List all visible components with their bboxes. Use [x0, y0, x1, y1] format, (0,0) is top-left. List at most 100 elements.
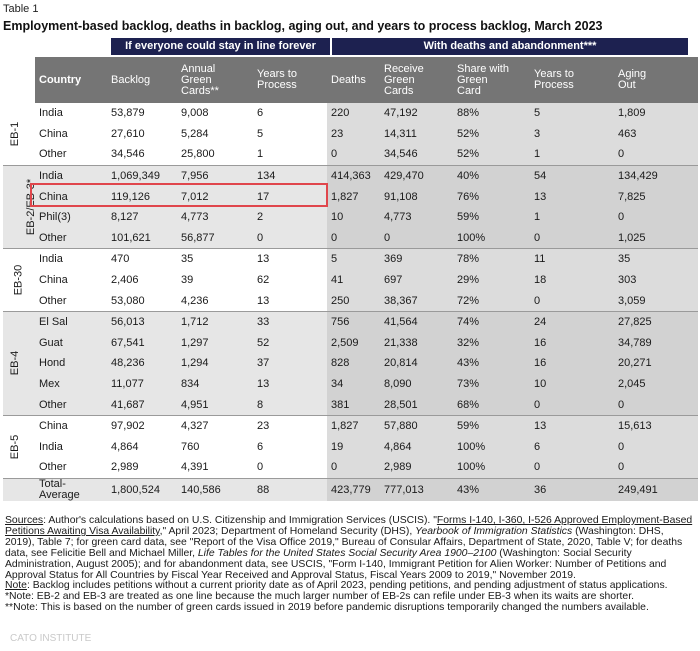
cell-deaths: 34: [327, 373, 380, 395]
category-eb5: EB-5: [3, 414, 35, 479]
category-eb23: EB-2/EB-3*: [3, 164, 35, 249]
cell-years2: 54: [530, 164, 614, 187]
cell-years: 62: [253, 269, 327, 291]
column-header-row: Country Backlog Annual Green Cards** Years…: [3, 57, 698, 103]
col-deaths: Deaths: [327, 57, 380, 103]
cell-country: India: [35, 248, 107, 270]
cell-country: China: [35, 269, 107, 291]
cell-backlog: 41,687: [107, 394, 177, 416]
cell-deaths: 250: [327, 290, 380, 312]
cell-deaths: 828: [327, 353, 380, 374]
total-years2: 36: [530, 477, 614, 501]
cell-share: 76%: [453, 186, 530, 207]
cell-share: 68%: [453, 394, 530, 416]
col-backlog: Backlog: [107, 57, 177, 103]
category-eb30: EB-30: [3, 248, 35, 312]
total-years: 88: [253, 477, 327, 501]
sources-link[interactable]: Forms I-140, I-360, I-526 Approved Emplo…: [5, 515, 693, 537]
cell-years2: 0: [530, 457, 614, 479]
cell-annual: 4,773: [177, 206, 253, 228]
cell-receive: 0: [380, 227, 453, 249]
cell-years: 13: [253, 248, 327, 270]
col-years-to-process: Years to Process: [253, 57, 327, 103]
cell-backlog: 1,069,349: [107, 164, 177, 187]
total-row: Total- Average 1,800,524 140,586 88 423,7…: [3, 477, 698, 501]
cell-country: China: [35, 414, 107, 437]
cell-share: 73%: [453, 373, 530, 395]
col-country: Country: [35, 57, 107, 103]
cell-years2: 16: [530, 332, 614, 354]
cell-years: 8: [253, 394, 327, 416]
cell-backlog: 53,879: [107, 103, 177, 124]
total-backlog: 1,800,524: [107, 477, 177, 501]
cell-backlog: 56,013: [107, 310, 177, 333]
cell-share: 29%: [453, 269, 530, 291]
cell-deaths: 0: [327, 144, 380, 166]
col-aging-out: Aging Out: [614, 57, 698, 103]
total-spacer: [3, 477, 35, 501]
cell-deaths: 756: [327, 310, 380, 333]
cell-share: 78%: [453, 248, 530, 270]
cell-share: 43%: [453, 353, 530, 374]
group-header-deaths: With deaths and abandonment***: [332, 38, 688, 55]
cell-years2: 0: [530, 394, 614, 416]
cell-backlog: 119,126: [107, 186, 177, 207]
table-row: Other 2,989 4,391 0 0 2,989 100% 0 0: [3, 457, 698, 479]
cell-backlog: 34,546: [107, 144, 177, 166]
cell-years2: 10: [530, 373, 614, 395]
cell-receive: 57,880: [380, 414, 453, 437]
cell-years2: 18: [530, 269, 614, 291]
cell-deaths: 5: [327, 248, 380, 270]
cell-annual: 4,951: [177, 394, 253, 416]
table-row: EB-1 India 53,879 9,008 6 220 47,192 88%…: [3, 103, 698, 166]
table-row: Phil(3) 8,127 4,773 2 10 4,773 59% 1 0: [3, 206, 698, 228]
total-aging: 249,491: [614, 477, 698, 501]
cell-deaths: 41: [327, 269, 380, 291]
cell-annual: 4,236: [177, 290, 253, 312]
cell-receive: 4,864: [380, 436, 453, 458]
cell-years: 6: [253, 103, 327, 124]
cell-country: Guat: [35, 332, 107, 354]
cell-annual: 7,012: [177, 186, 253, 207]
cell-share: 59%: [453, 206, 530, 228]
cell-years2: 0: [530, 227, 614, 249]
cell-receive: 369: [380, 248, 453, 270]
cell-backlog: 8,127: [107, 206, 177, 228]
cell-country: Other: [35, 290, 107, 312]
cell-aging: 1,809: [614, 103, 698, 124]
cell-years2: 3: [530, 123, 614, 145]
cell-country: Other: [35, 394, 107, 416]
cell-annual: 9,008: [177, 103, 253, 124]
cell-aging: 20,271: [614, 353, 698, 374]
cell-backlog: 97,902: [107, 414, 177, 437]
cell-share: 100%: [453, 436, 530, 458]
cell-receive: 2,989: [380, 457, 453, 479]
table-row-highlighted: China 119,126 7,012 17 1,827 91,108 76% …: [3, 186, 698, 207]
table-row: Other 41,687 4,951 8 381 28,501 68% 0 0: [3, 394, 698, 416]
table-row: EB-4 El Sal 56,013 1,712 33 756 41,564 7…: [3, 310, 698, 416]
cell-years: 134: [253, 164, 327, 187]
cell-years2: 13: [530, 186, 614, 207]
cell-annual: 5,284: [177, 123, 253, 145]
cell-backlog: 101,621: [107, 227, 177, 249]
cell-years: 0: [253, 457, 327, 479]
cell-deaths: 10: [327, 206, 380, 228]
cell-aging: 1,025: [614, 227, 698, 249]
green-card-note: **Note: This is based on the number of g…: [5, 602, 649, 614]
col-share-with-green-card: Share with Green Card: [453, 57, 530, 103]
cell-annual: 25,800: [177, 144, 253, 166]
table-row: Other 34,546 25,800 1 0 34,546 52% 1 0: [3, 144, 698, 166]
cell-country: El Sal: [35, 310, 107, 333]
cell-years2: 1: [530, 144, 614, 166]
col-receive-green-cards: Receive Green Cards: [380, 57, 453, 103]
cell-annual: 4,391: [177, 457, 253, 479]
cell-aging: 0: [614, 436, 698, 458]
cell-years: 1: [253, 144, 327, 166]
cell-country: Hond: [35, 353, 107, 374]
cell-receive: 38,367: [380, 290, 453, 312]
cell-deaths: 220: [327, 103, 380, 124]
cell-share: 52%: [453, 123, 530, 145]
cell-aging: 0: [614, 457, 698, 479]
cell-years: 0: [253, 227, 327, 249]
category-eb1: EB-1: [3, 103, 35, 166]
